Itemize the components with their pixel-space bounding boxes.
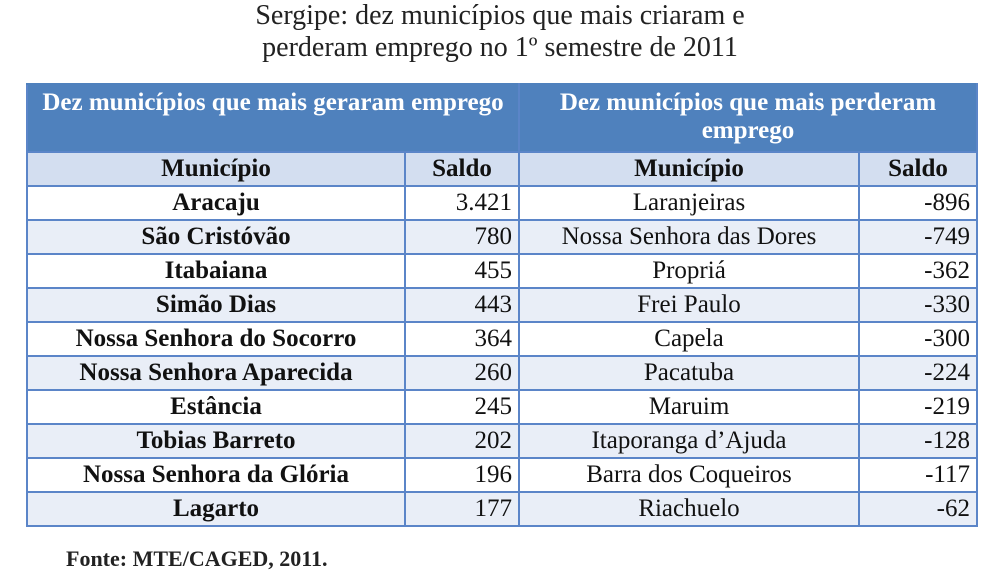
gen-saldo-cell: 443	[404, 288, 520, 323]
lost-municipio-cell: Capela	[518, 322, 860, 357]
gen-saldo-cell: 780	[404, 220, 520, 255]
lost-saldo-cell: -128	[858, 424, 978, 459]
gen-municipio-cell: Nossa Senhora da Glória	[26, 458, 406, 493]
table-header-row: Dez municípios que mais geraram emprego …	[26, 83, 978, 153]
gen-saldo-cell: 177	[404, 492, 520, 527]
table-row: São Cristóvão 780 Nossa Senhora das Dores -…	[26, 220, 978, 255]
table-row: Nossa Senhora da Glória 196 Barra dos Coqu…	[26, 458, 978, 493]
gen-saldo-cell: 260	[404, 356, 520, 391]
table-row: Nossa Senhora Aparecida 260 Pacatuba -224	[26, 356, 978, 391]
lost-municipio-cell: Riachuelo	[518, 492, 860, 527]
source-note: Fonte: MTE/CAGED, 2011.	[66, 546, 328, 571]
table-row: Tobias Barreto 202 Itaporanga d’Ajuda -128	[26, 424, 978, 459]
gen-municipio-cell: Itabaiana	[26, 254, 406, 289]
employment-table: Dez municípios que mais geraram emprego …	[26, 83, 978, 527]
gen-saldo-cell: 455	[404, 254, 520, 289]
lost-saldo-cell: -62	[858, 492, 978, 527]
lost-municipio-cell: Itaporanga d’Ajuda	[518, 424, 860, 459]
header-lost: Dez municípios que mais perderam emprego	[518, 83, 978, 153]
lost-municipio-cell: Nossa Senhora das Dores	[518, 220, 860, 255]
page-title: Sergipe: dez municípios que mais criaram…	[0, 0, 1000, 64]
gen-saldo-cell: 196	[404, 458, 520, 493]
gen-saldo-cell: 3.421	[404, 186, 520, 221]
lost-saldo-cell: -224	[858, 356, 978, 391]
gen-saldo-cell: 245	[404, 390, 520, 425]
lost-municipio-cell: Frei Paulo	[518, 288, 860, 323]
lost-saldo-cell: -117	[858, 458, 978, 493]
gen-municipio-cell: Estância	[26, 390, 406, 425]
table-row: Estância 245 Maruim -219	[26, 390, 978, 425]
column-header-row: Município Saldo Município Saldo	[26, 152, 978, 187]
gen-municipio-cell: Simão Dias	[26, 288, 406, 323]
lost-saldo-cell: -300	[858, 322, 978, 357]
lost-municipio-cell: Laranjeiras	[518, 186, 860, 221]
lost-saldo-cell: -330	[858, 288, 978, 323]
title-line-2: perderam emprego no 1º semestre de 2011	[262, 32, 738, 63]
col-municipio-lost: Município	[518, 152, 860, 187]
gen-municipio-cell: São Cristóvão	[26, 220, 406, 255]
gen-municipio-cell: Nossa Senhora Aparecida	[26, 356, 406, 391]
col-municipio-generated: Município	[26, 152, 406, 187]
header-generated: Dez municípios que mais geraram emprego	[26, 83, 520, 153]
table-row: Simão Dias 443 Frei Paulo -330	[26, 288, 978, 323]
lost-municipio-cell: Barra dos Coqueiros	[518, 458, 860, 493]
lost-municipio-cell: Pacatuba	[518, 356, 860, 391]
gen-municipio-cell: Lagarto	[26, 492, 406, 527]
gen-municipio-cell: Nossa Senhora do Socorro	[26, 322, 406, 357]
title-line-1: Sergipe: dez municípios que mais criaram…	[255, 0, 745, 31]
lost-municipio-cell: Propriá	[518, 254, 860, 289]
gen-municipio-cell: Aracaju	[26, 186, 406, 221]
gen-saldo-cell: 202	[404, 424, 520, 459]
lost-saldo-cell: -362	[858, 254, 978, 289]
table-row: Nossa Senhora do Socorro 364 Capela -300	[26, 322, 978, 357]
gen-saldo-cell: 364	[404, 322, 520, 357]
lost-municipio-cell: Maruim	[518, 390, 860, 425]
col-saldo-generated: Saldo	[404, 152, 520, 187]
lost-saldo-cell: -749	[858, 220, 978, 255]
table-row: Aracaju 3.421 Laranjeiras -896	[26, 186, 978, 221]
lost-saldo-cell: -896	[858, 186, 978, 221]
gen-municipio-cell: Tobias Barreto	[26, 424, 406, 459]
lost-saldo-cell: -219	[858, 390, 978, 425]
table-row: Itabaiana 455 Propriá -362	[26, 254, 978, 289]
col-saldo-lost: Saldo	[858, 152, 978, 187]
table-row: Lagarto 177 Riachuelo -62	[26, 492, 978, 527]
